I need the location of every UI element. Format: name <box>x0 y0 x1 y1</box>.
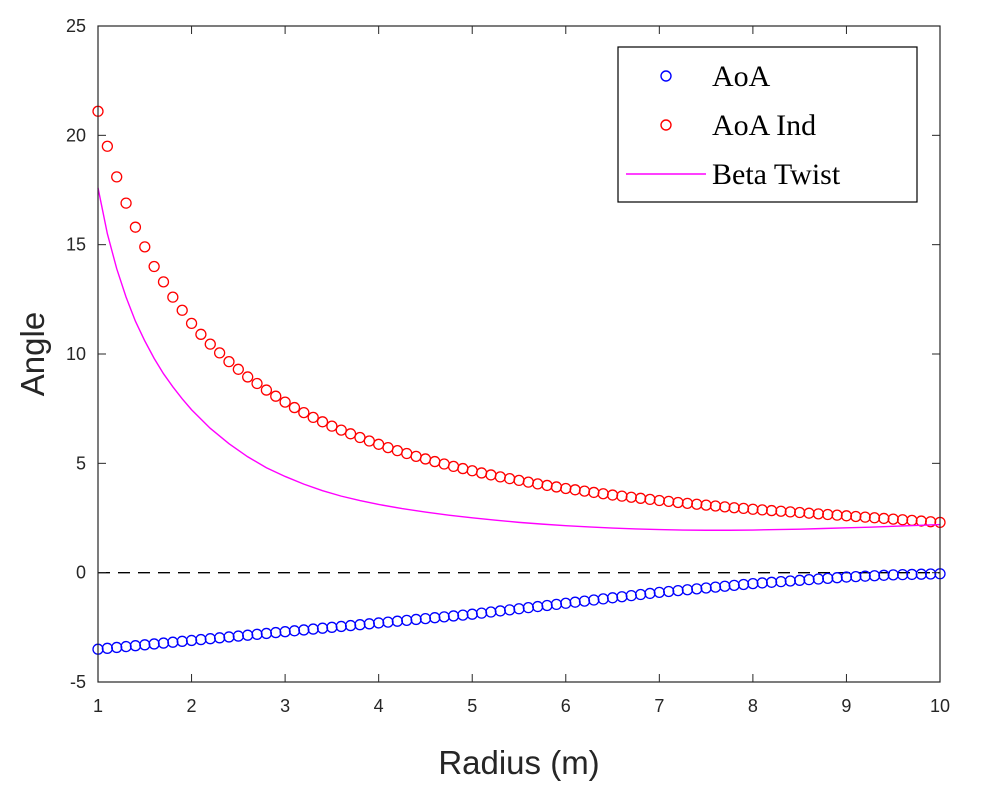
point-aoa-ind <box>298 406 310 419</box>
point-aoa-ind <box>344 428 357 440</box>
point-aoa-ind <box>232 363 244 375</box>
legend-marker-aoa-ind <box>660 119 672 131</box>
point-aoa-ind <box>260 384 273 396</box>
series-aoa-ind <box>92 105 946 529</box>
y-tick-label: 20 <box>66 125 86 145</box>
series-layer <box>92 105 946 655</box>
legend-box <box>617 46 918 203</box>
x-tick-label: 2 <box>187 696 197 716</box>
series-beta-twist <box>97 187 941 531</box>
legend-label-aoa: AoA <box>712 60 771 93</box>
point-aoa-ind <box>242 371 254 383</box>
x-axis-label: Radius (m) <box>438 744 599 781</box>
point-aoa-ind <box>129 221 142 233</box>
point-aoa-ind <box>176 304 188 316</box>
legend: AoA AoA Ind Beta Twist <box>617 46 918 203</box>
point-aoa-ind <box>251 377 263 390</box>
series-aoa <box>92 568 946 655</box>
x-tick-label: 5 <box>467 696 477 716</box>
point-aoa-ind <box>185 317 198 330</box>
x-tick-label: 10 <box>930 696 950 716</box>
y-axis-label: Angle <box>14 312 51 396</box>
x-tick-label: 7 <box>654 696 664 716</box>
line-beta-twist <box>97 187 941 531</box>
point-aoa-ind <box>279 396 291 408</box>
point-aoa-ind <box>213 347 226 359</box>
point-aoa-ind <box>307 411 319 424</box>
legend-marker-aoa <box>660 70 672 82</box>
point-aoa-ind <box>204 338 216 350</box>
x-tick-label: 8 <box>748 696 758 716</box>
point-aoa-ind <box>101 140 114 152</box>
point-aoa-ind <box>195 328 207 340</box>
x-tick-label: 9 <box>841 696 851 716</box>
point-aoa-ind <box>335 424 347 436</box>
y-axis: -5 0 5 10 15 20 25 <box>66 16 940 692</box>
x-tick-label: 6 <box>561 696 571 716</box>
point-aoa-ind <box>316 416 329 428</box>
y-tick-label: 10 <box>66 344 86 364</box>
point-aoa-ind <box>120 197 132 209</box>
x-tick-label: 4 <box>374 696 384 716</box>
point-aoa-ind <box>270 390 282 402</box>
point-aoa-ind <box>139 241 151 253</box>
legend-label-aoa-ind: AoA Ind <box>712 109 816 142</box>
point-aoa-ind <box>326 420 338 432</box>
point-aoa-ind <box>167 291 179 303</box>
point-aoa-ind <box>223 355 235 368</box>
y-tick-label: 0 <box>76 563 86 583</box>
point-aoa-ind <box>157 276 170 288</box>
point-aoa-ind <box>148 260 160 273</box>
legend-label-beta-twist: Beta Twist <box>712 158 841 191</box>
point-aoa-ind <box>288 401 301 414</box>
x-axis: 1 2 3 4 5 6 7 8 9 10 <box>93 26 950 716</box>
point-aoa-ind <box>111 171 123 183</box>
y-tick-label: 5 <box>76 453 86 473</box>
y-tick-label: 15 <box>66 235 86 255</box>
y-tick-label: 25 <box>66 16 86 36</box>
x-tick-label: 3 <box>280 696 290 716</box>
x-tick-label: 1 <box>93 696 103 716</box>
y-tick-label: -5 <box>70 672 86 692</box>
